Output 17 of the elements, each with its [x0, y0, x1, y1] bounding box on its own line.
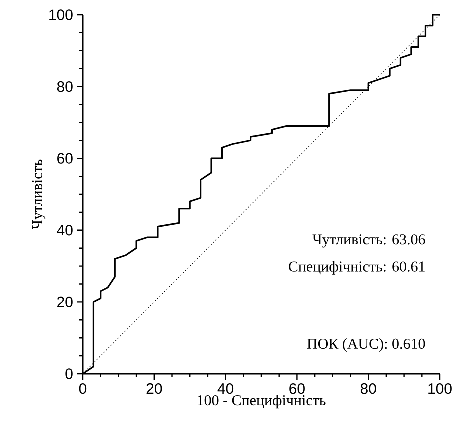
annotation: ПОК (AUC): 0.610 [307, 338, 426, 352]
y-axis-title: Чутливість [32, 160, 46, 230]
x-tick-label: 0 [79, 384, 87, 394]
y-tick-label: 40 [57, 225, 73, 236]
y-tick-label: 80 [57, 81, 73, 92]
x-tick-label: 20 [146, 384, 162, 394]
x-tick-label: 100 [428, 384, 452, 394]
y-tick-label: 20 [58, 296, 73, 308]
annotation: Специфічність: 60.61 [289, 261, 425, 275]
y-tick-label: 0 [66, 368, 73, 380]
y-tick-label: 100 [50, 10, 73, 20]
y-tick-label: 60 [58, 153, 73, 164]
x-axis-title: 100 - Специфічність [198, 395, 326, 409]
annotation: Чутливість: 63.06 [312, 234, 426, 248]
x-tick-label: 60 [290, 384, 305, 394]
x-tick-label: 40 [218, 384, 234, 394]
x-tick-label: 80 [360, 384, 376, 394]
